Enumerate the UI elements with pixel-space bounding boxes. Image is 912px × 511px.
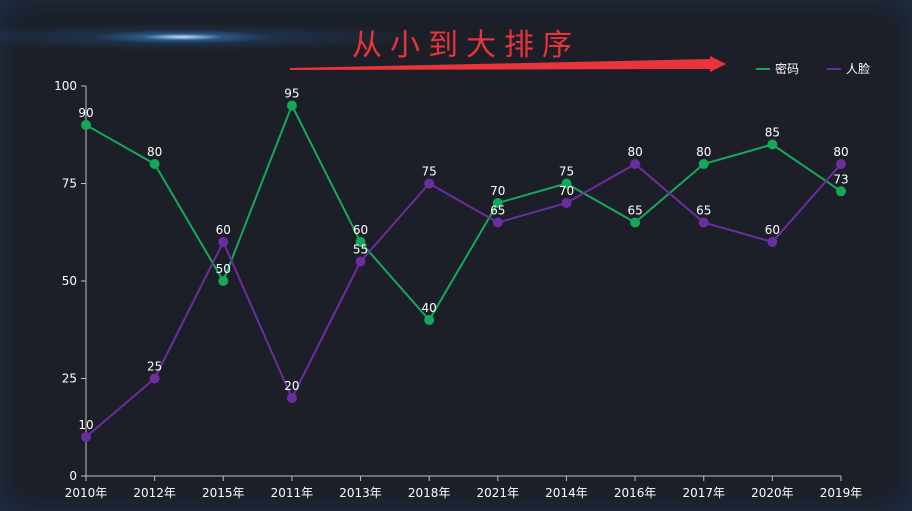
data-label: 65	[696, 204, 711, 218]
chart-title: 从小到大排序	[352, 28, 580, 63]
data-point[interactable]	[355, 237, 366, 247]
data-point[interactable]	[492, 198, 503, 208]
data-label: 65	[627, 204, 642, 218]
x-tick-label: 2017年	[682, 486, 725, 500]
legend-item-2[interactable]: 人脸	[827, 62, 870, 76]
data-label: 73	[833, 172, 848, 186]
data-label: 75	[422, 165, 437, 179]
data-point[interactable]	[836, 186, 846, 197]
data-label: 55	[353, 243, 368, 257]
x-tick-label: 2019年	[820, 486, 863, 500]
data-point[interactable]	[630, 159, 641, 169]
data-point[interactable]	[218, 237, 229, 247]
red-arrow-shape	[290, 56, 726, 72]
data-label: 80	[147, 145, 162, 159]
data-point[interactable]	[149, 373, 160, 384]
x-tick-label: 2010年	[65, 486, 108, 500]
series-line-2	[85, 162, 842, 438]
data-label: 80	[833, 145, 848, 159]
data-point[interactable]	[767, 237, 778, 247]
data-label: 95	[284, 87, 299, 101]
y-tick-label: 50	[62, 274, 77, 288]
data-label: 10	[78, 418, 93, 432]
x-tick-label: 2016年	[614, 486, 657, 500]
data-label: 80	[696, 145, 711, 159]
data-point[interactable]	[81, 120, 91, 130]
data-point[interactable]	[492, 217, 503, 228]
data-point[interactable]	[355, 256, 366, 267]
data-label: 65	[490, 204, 505, 218]
data-label: 70	[559, 184, 574, 198]
data-point[interactable]	[81, 432, 91, 442]
data-point[interactable]	[836, 159, 846, 169]
x-tick-label: 2015年	[202, 486, 245, 500]
data-label: 90	[78, 106, 93, 120]
legend-label: 人脸	[846, 62, 870, 76]
data-label: 70	[490, 184, 505, 198]
x-tick-label: 2013年	[339, 486, 382, 500]
data-point[interactable]	[767, 139, 778, 150]
x-tick-label: 2014年	[545, 486, 588, 500]
x-tick-label: 2021年	[477, 486, 520, 500]
data-label: 60	[216, 223, 231, 237]
data-point[interactable]	[424, 178, 435, 189]
data-label: 20	[284, 379, 299, 393]
legend-item-1[interactable]: 密码	[756, 61, 799, 76]
data-point[interactable]	[561, 198, 572, 208]
data-point[interactable]	[286, 393, 297, 403]
data-point[interactable]	[286, 100, 297, 111]
data-point[interactable]	[561, 178, 572, 189]
x-tick-label: 2011年	[271, 486, 314, 500]
data-point[interactable]	[698, 159, 709, 169]
y-tick-label: 0	[69, 469, 77, 483]
series-line-1	[85, 103, 842, 322]
y-tick-label: 100	[54, 79, 77, 93]
x-tick-label: 2020年	[751, 486, 794, 500]
data-label: 80	[627, 145, 642, 159]
data-point[interactable]	[424, 315, 435, 325]
y-tick-label: 25	[62, 372, 77, 386]
data-label: 60	[765, 223, 780, 237]
data-label: 85	[765, 126, 780, 140]
data-label: 60	[353, 223, 368, 237]
data-label: 25	[147, 360, 162, 374]
data-label: 50	[216, 262, 231, 276]
legend-label: 密码	[775, 61, 799, 76]
data-point[interactable]	[630, 217, 641, 228]
x-tick-label: 2012年	[133, 486, 176, 500]
x-tick-label: 2018年	[408, 486, 451, 500]
data-point[interactable]	[149, 159, 160, 169]
y-tick-label: 75	[62, 177, 77, 191]
data-point[interactable]	[698, 217, 709, 228]
data-label: 75	[559, 165, 574, 179]
data-label: 40	[422, 301, 437, 315]
data-point[interactable]	[218, 276, 229, 286]
